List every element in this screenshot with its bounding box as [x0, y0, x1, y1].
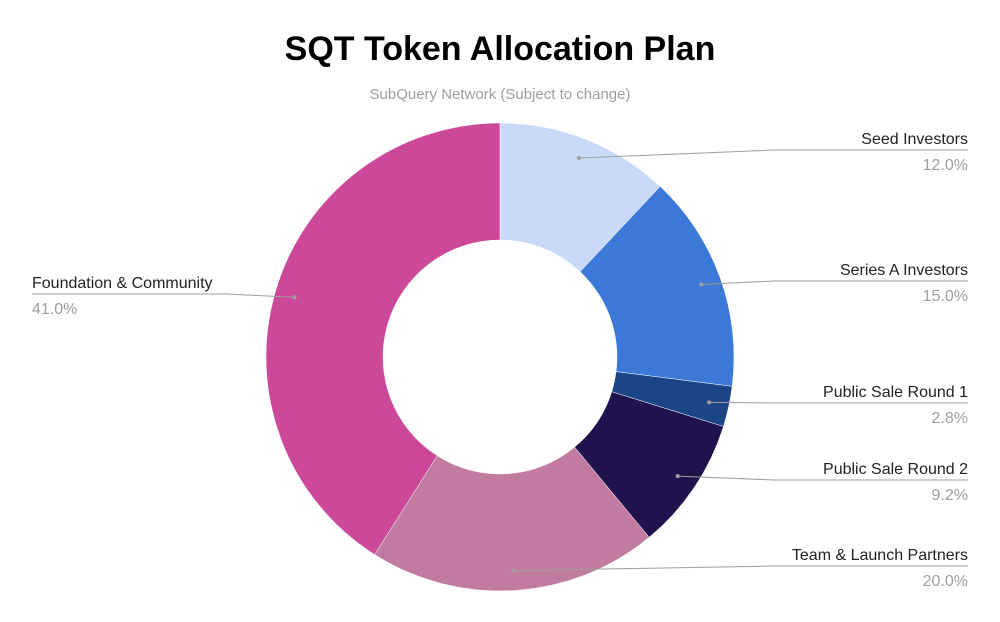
- slice-value-label: 9.2%: [932, 487, 968, 504]
- slice-series-a-investors: [579, 186, 735, 387]
- slice-label: Seed Investors: [861, 131, 968, 148]
- slice-value-label: 2.8%: [932, 410, 968, 427]
- slice-value-label: 20.0%: [923, 573, 968, 590]
- leader-line: [578, 149, 968, 159]
- slice-label: Foundation & Community: [32, 275, 213, 292]
- leader-line: [513, 565, 968, 572]
- leader-line: [32, 293, 295, 298]
- chart-subtitle: SubQuery Network (Subject to change): [369, 86, 631, 103]
- slice-label: Public Sale Round 1: [823, 384, 968, 401]
- slice-foundation-community: [265, 122, 501, 555]
- slice-value-label: 12.0%: [923, 157, 968, 174]
- leader-line: [677, 475, 968, 481]
- slice-team-launch-partners: [374, 446, 650, 592]
- leader-line: [709, 401, 968, 404]
- slice-value-label: 15.0%: [923, 288, 968, 305]
- slice-label: Team & Launch Partners: [792, 547, 968, 564]
- slice-label: Series A Investors: [840, 262, 968, 279]
- slice-value-label: 41.0%: [32, 301, 77, 318]
- slice-label: Public Sale Round 2: [823, 461, 968, 478]
- leader-line: [701, 280, 968, 286]
- chart-title: SQT Token Allocation Plan: [284, 30, 716, 68]
